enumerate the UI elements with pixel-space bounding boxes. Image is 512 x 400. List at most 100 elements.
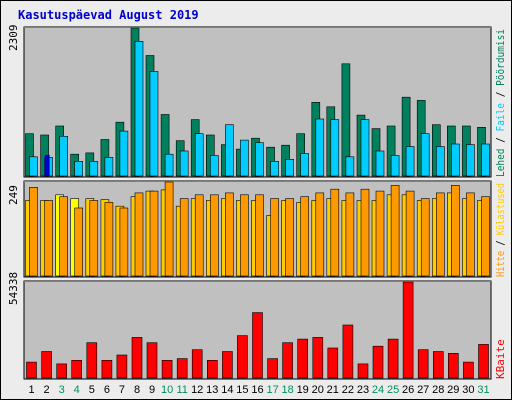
bar-bottom-kbaite-30 — [463, 361, 474, 379]
bar-bottom-kbaite-8 — [131, 337, 143, 379]
bar-middle-hitte-19 — [300, 196, 310, 277]
bar-top-faile-18 — [285, 159, 294, 177]
bar-top-faile-14 — [225, 124, 234, 177]
bar-top-faile-30 — [466, 144, 475, 177]
bar-bottom-kbaite-21 — [327, 347, 339, 379]
bar-top-faile-13 — [210, 155, 219, 177]
bar-bottom-kbaite-18 — [282, 342, 293, 379]
bar-bottom-kbaite-26 — [402, 281, 414, 379]
bar-middle-hitte-14 — [225, 192, 234, 277]
bar-bottom-kbaite-2 — [41, 351, 52, 379]
bar-top-faile-19 — [300, 153, 310, 177]
x-tick-label: 20 — [312, 384, 324, 396]
bar-bottom-kbaite-12 — [191, 349, 203, 379]
panel-middle: 249 — [7, 180, 492, 278]
bar-top-faile-23 — [360, 119, 370, 177]
bar-middle-hitte-16 — [255, 194, 264, 277]
x-tick-label: 31 — [477, 384, 489, 396]
bar-middle-hitte-12 — [194, 194, 204, 277]
legend-entry: / — [494, 235, 507, 251]
bar-bottom-kbaite-9 — [146, 342, 158, 379]
bar-top-faile-7 — [119, 130, 129, 177]
bar-top-faile-6 — [104, 157, 114, 177]
bar-middle-hitte-7 — [119, 207, 129, 277]
bar-bottom-kbaite-16 — [252, 312, 263, 379]
x-tick-label: 9 — [149, 384, 155, 396]
bar-bottom-kbaite-10 — [161, 359, 173, 379]
bar-middle-hitte-31 — [481, 196, 490, 277]
bar-bottom-kbaite-28 — [432, 351, 444, 379]
panel-bottom: 54338 — [7, 272, 492, 380]
legend-entry: Lehed — [494, 149, 507, 177]
x-tick-label: 15 — [236, 384, 248, 396]
bar-bottom-kbaite-23 — [357, 363, 369, 379]
x-tick-label: 18 — [281, 384, 293, 396]
bar-top-faile-8 — [134, 41, 144, 177]
bar-bottom-kbaite-27 — [417, 349, 429, 379]
bar-bottom-kbaite-17 — [267, 358, 278, 379]
x-tick-label: 7 — [119, 384, 125, 396]
bar-top-faile-29 — [450, 143, 460, 177]
x-tick-label: 14 — [221, 384, 233, 396]
bar-middle-hitte-18 — [285, 198, 294, 277]
bar-top-faile-9 — [149, 71, 159, 177]
bar-bottom-kbaite-20 — [312, 337, 324, 379]
bar-middle-hitte-20 — [315, 192, 325, 277]
y-max-label-middle: 249 — [7, 185, 20, 205]
bar-top-faile-20 — [315, 118, 325, 177]
panel-top: 2309 — [7, 25, 492, 178]
bar-middle-hitte-28 — [435, 192, 445, 277]
bar-middle-hitte-27 — [420, 198, 430, 277]
bar-middle-hitte-26 — [405, 190, 415, 277]
bar-bottom-kbaite-6 — [101, 359, 113, 379]
legend-entry: / — [494, 131, 507, 148]
bar-middle-hitte-5 — [89, 200, 99, 277]
bar-middle-hitte-21 — [330, 188, 340, 277]
bar-middle-hitte-29 — [450, 185, 460, 277]
bar-bottom-kbaite-31 — [478, 344, 489, 379]
x-tick-label: 1 — [28, 384, 34, 396]
bar-middle-hitte-3 — [59, 196, 69, 277]
legend-bottom: KBaite — [494, 339, 507, 379]
x-tick-label: 4 — [74, 384, 80, 396]
bar-top-faile-25 — [390, 155, 400, 177]
bar-bottom-kbaite-5 — [86, 342, 98, 379]
chart-panels: 2309 249 54338 — [7, 25, 492, 380]
x-tick-label: 17 — [266, 384, 278, 396]
bar-middle-hitte-2 — [44, 200, 53, 277]
bar-top-faile-11 — [179, 150, 189, 177]
x-tick-label: 25 — [387, 384, 399, 396]
bar-bottom-kbaite-7 — [116, 354, 128, 379]
x-tick-label: 8 — [134, 384, 140, 396]
x-tick-label: 12 — [191, 384, 203, 396]
x-tick-label: 30 — [462, 384, 474, 396]
x-tick-label: 28 — [432, 384, 444, 396]
bar-middle-hitte-6 — [104, 202, 114, 277]
bar-bottom-kbaite-19 — [297, 338, 309, 379]
legend-entry: Külastused — [494, 183, 507, 235]
bar-top-faile-4 — [74, 161, 83, 177]
bar-bottom-kbaite-13 — [207, 359, 218, 379]
legend-middle: Hitte / Külastused — [494, 183, 507, 277]
bar-middle-hitte-24 — [375, 190, 385, 277]
x-tick-label: 26 — [402, 384, 414, 396]
legend-entry: Faile — [494, 103, 507, 131]
x-tick-label: 13 — [206, 384, 218, 396]
bar-top-faile-3 — [59, 136, 69, 177]
x-tick-label: 29 — [447, 384, 459, 396]
bar-top-faile-28 — [435, 146, 445, 177]
y-max-label-top: 2309 — [7, 25, 20, 52]
bar-bottom-kbaite-14 — [222, 351, 233, 379]
bar-middle-hitte-11 — [179, 198, 189, 277]
chart-title: Kasutuspäevad August 2019 — [18, 8, 199, 22]
bar-bottom-kbaite-25 — [387, 338, 399, 379]
bar-bottom-kbaite-15 — [237, 335, 248, 379]
bar-middle-hitte-8 — [134, 192, 144, 277]
bar-middle-hitte-25 — [390, 185, 400, 277]
bar-bottom-kbaite-24 — [372, 345, 384, 379]
x-tick-label: 16 — [251, 384, 263, 396]
bar-top-faile-22 — [345, 156, 355, 177]
bar-top-faile-12 — [194, 133, 204, 177]
bar-middle-hitte-30 — [466, 192, 475, 277]
